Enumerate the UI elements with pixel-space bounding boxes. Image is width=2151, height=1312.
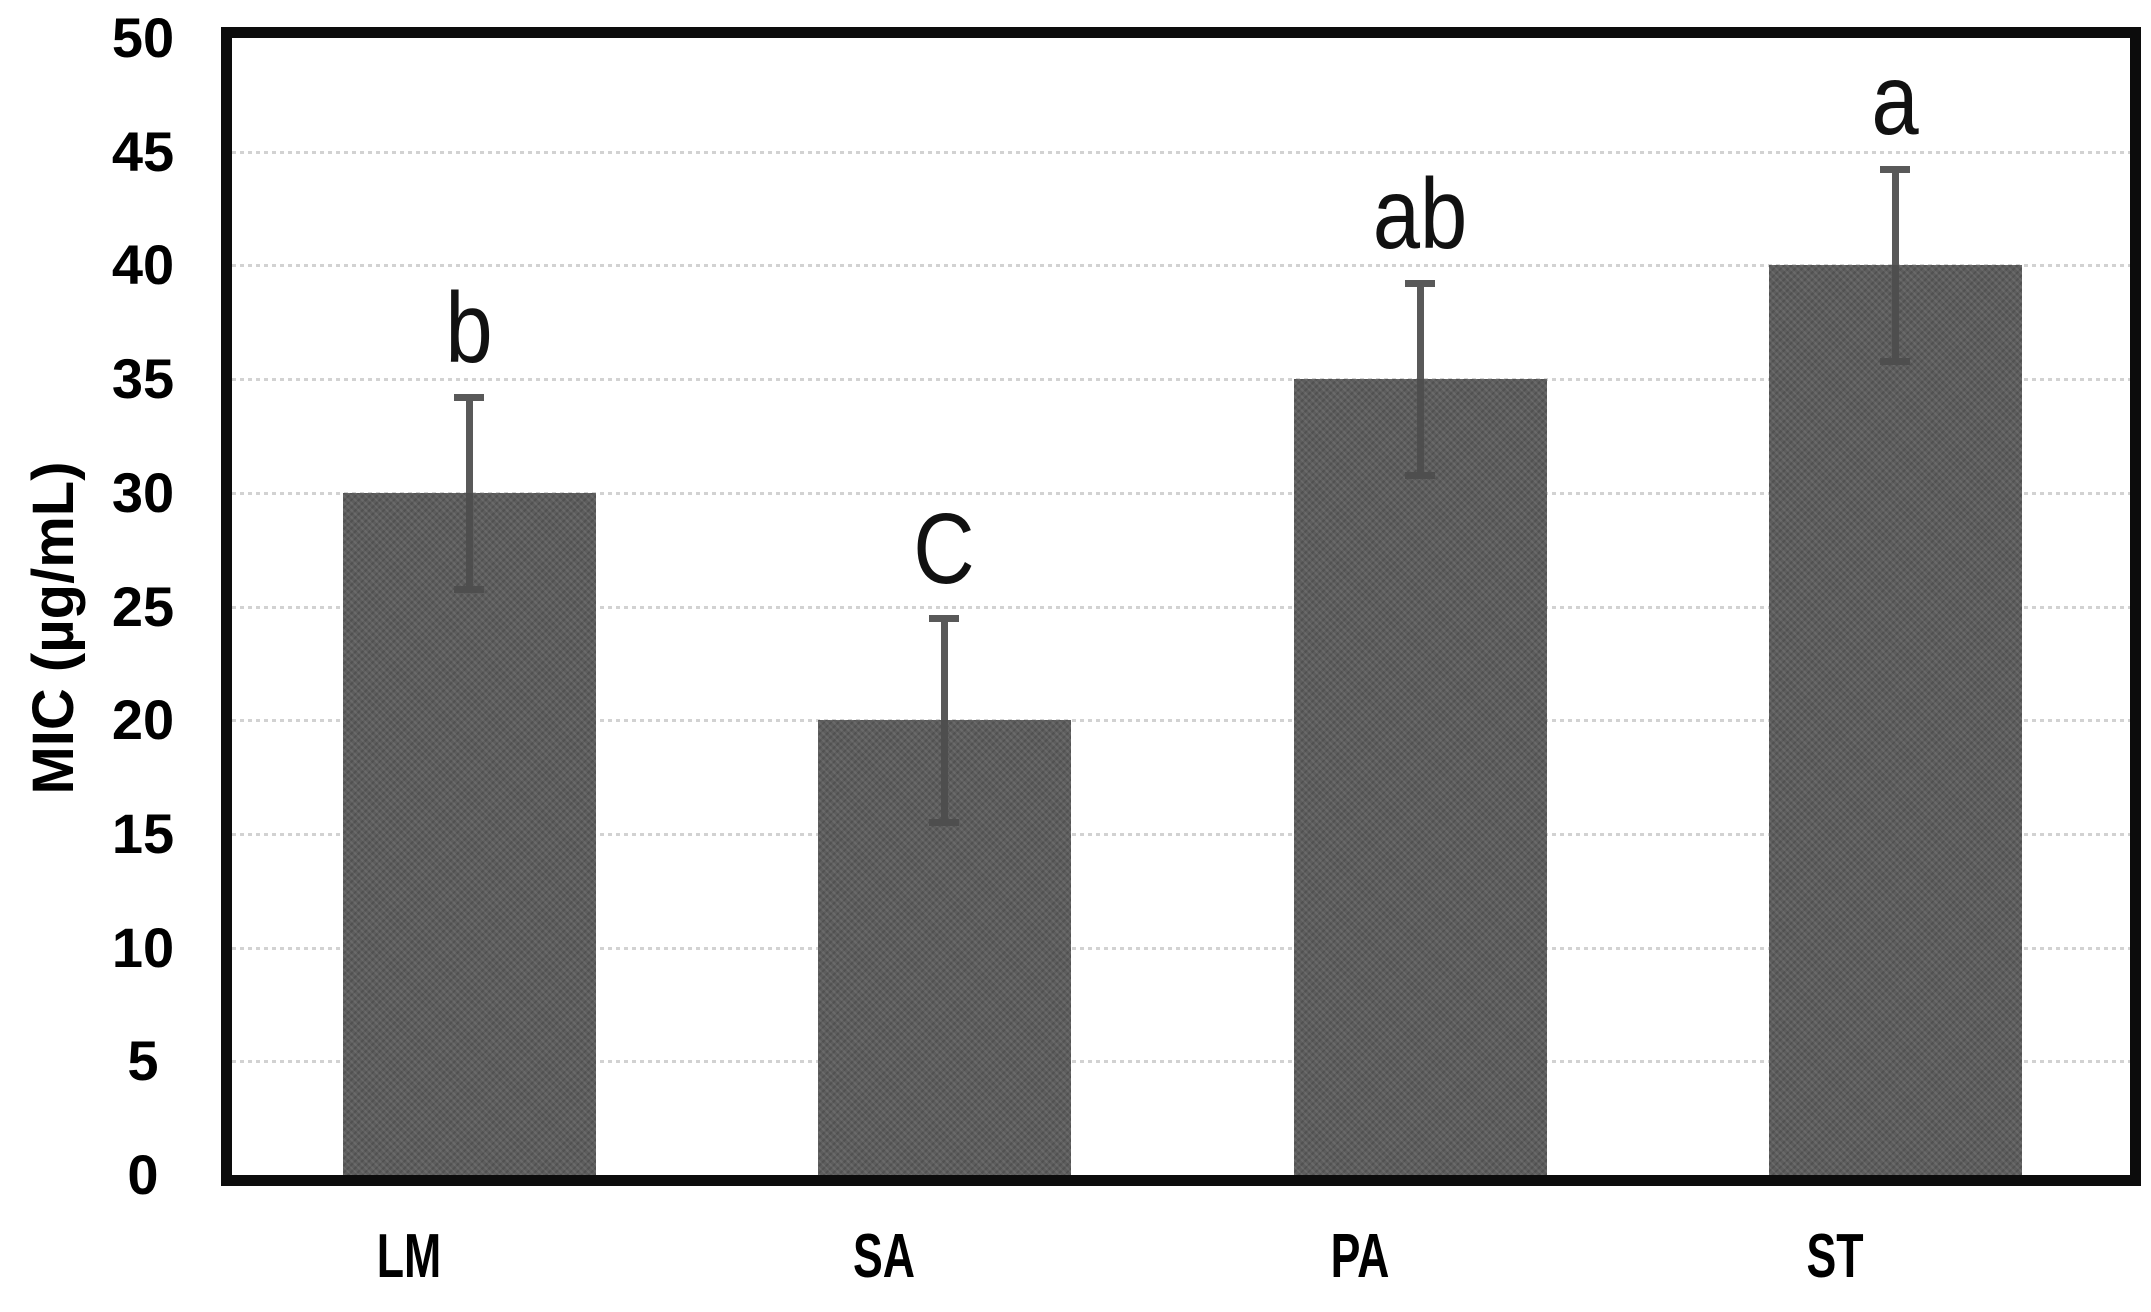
error-bar-cap-top-ST <box>1880 166 1910 173</box>
x-tick-label-PA: PA <box>1330 1222 1390 1291</box>
error-bar-cap-top-LM <box>454 394 484 401</box>
x-tick-label-SA: SA <box>852 1222 916 1291</box>
gridline-y-5 <box>232 1060 2130 1063</box>
y-tick-label-15: 15 <box>111 802 175 865</box>
y-tick-label-40: 40 <box>111 233 175 296</box>
error-bar-cap-bottom-SA <box>929 819 959 826</box>
y-tick-label-50: 50 <box>111 6 175 69</box>
y-tick-label-20: 20 <box>111 688 175 751</box>
y-tick-label-25: 25 <box>111 575 175 638</box>
gridline-y-45 <box>232 151 2130 154</box>
x-tick-label-ST: ST <box>1806 1222 1864 1291</box>
error-bar-upper-LM <box>466 397 473 493</box>
error-bar-cap-bottom-LM <box>454 586 484 593</box>
significance-letter-PA: ab <box>1372 158 1468 270</box>
bar-LM <box>343 493 596 1175</box>
error-bar-upper-ST <box>1892 169 1899 265</box>
gridline-y-20 <box>232 719 2130 722</box>
y-tick-label-45: 45 <box>111 120 175 183</box>
gridline-y-40 <box>232 264 2130 267</box>
error-bar-upper-PA <box>1417 283 1424 379</box>
error-bar-lower-ST <box>1892 265 1899 361</box>
error-bar-cap-top-SA <box>929 615 959 622</box>
error-bar-upper-SA <box>941 618 948 720</box>
gridline-y-25 <box>232 606 2130 609</box>
x-tick-label-LM: LM <box>376 1222 442 1291</box>
gridline-y-10 <box>232 947 2130 950</box>
y-tick-label-0: 0 <box>127 1143 159 1206</box>
error-bar-cap-top-PA <box>1405 280 1435 287</box>
y-tick-label-10: 10 <box>111 916 175 979</box>
bar-ST <box>1769 265 2022 1175</box>
y-tick-label-30: 30 <box>111 461 175 524</box>
gridline-y-35 <box>232 378 2130 381</box>
error-bar-cap-bottom-ST <box>1880 358 1910 365</box>
bar-PA <box>1294 379 1547 1175</box>
error-bar-cap-bottom-PA <box>1405 472 1435 479</box>
error-bar-lower-SA <box>941 720 948 822</box>
significance-letter-SA: C <box>913 493 975 605</box>
y-tick-label-5: 5 <box>127 1029 159 1092</box>
error-bar-lower-PA <box>1417 379 1424 475</box>
y-tick-label-35: 35 <box>111 347 175 410</box>
gridline-y-30 <box>232 492 2130 495</box>
significance-letter-ST: a <box>1871 44 1919 156</box>
error-bar-lower-LM <box>466 493 473 589</box>
gridline-y-15 <box>232 833 2130 836</box>
significance-letter-LM: b <box>445 272 493 384</box>
